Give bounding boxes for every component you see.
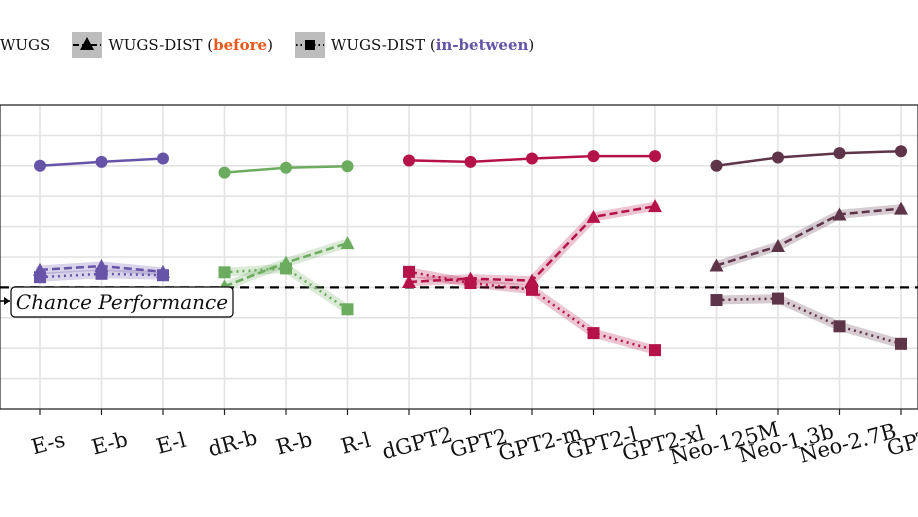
data-point: [833, 320, 846, 333]
data-point: [587, 150, 600, 163]
data-point: [710, 159, 723, 172]
series-dist-between: [403, 265, 661, 357]
data-point: [464, 155, 477, 168]
chance-annotation: Chance Performance: [0, 286, 234, 318]
annotation-box: [10, 286, 234, 318]
legend: WUGS WUGS-DIST (before) WUGS-DIST (in-be…: [0, 30, 544, 60]
data-point: [832, 207, 847, 221]
data-point: [157, 152, 169, 165]
data-point: [464, 277, 477, 290]
data-point: [157, 269, 169, 282]
series-line: [716, 297, 902, 346]
square-marker-icon: [294, 32, 325, 58]
data-point: [772, 292, 784, 305]
confidence-band: [712, 294, 906, 349]
legend-item-wugs: WUGS: [0, 36, 50, 54]
data-point: [710, 294, 723, 307]
data-point: [340, 236, 355, 250]
series-wugs: [218, 160, 354, 179]
data-point: [771, 239, 785, 253]
series: [33, 145, 908, 357]
data-point: [833, 147, 846, 160]
data-point: [586, 209, 601, 223]
legend-item-dist-before: WUGS-DIST (before): [60, 32, 273, 58]
x-tick-label: dR-b: [206, 425, 260, 461]
series-line: [716, 149, 902, 168]
x-tick-label: E-b: [89, 427, 130, 460]
legend-word-between: in-between: [435, 36, 529, 54]
data-point: [280, 161, 292, 174]
data-point: [402, 275, 416, 289]
data-point: [218, 166, 231, 179]
annotation-arrow-head: [4, 297, 10, 305]
series-wugs: [34, 152, 169, 172]
annotation-text: Chance Performance: [16, 290, 228, 314]
x-tick-label: R-b: [274, 427, 315, 460]
data-point: [526, 283, 538, 296]
legend-label-wugs: WUGS: [0, 36, 51, 54]
grid: [0, 104, 918, 410]
triangle-marker-icon: [72, 32, 103, 58]
data-point: [280, 262, 292, 275]
x-tick-label: E-s: [29, 427, 68, 459]
data-point: [34, 271, 46, 284]
data-point: [34, 159, 46, 172]
data-point: [648, 199, 662, 213]
data-point: [341, 303, 354, 316]
series-dist-between: [710, 292, 907, 350]
series-dist-between: [34, 267, 169, 284]
data-point: [895, 337, 907, 350]
series-dist-between: [218, 262, 354, 316]
legend-word-before: before: [213, 36, 268, 54]
data-point: [649, 344, 661, 357]
series-wugs: [710, 145, 907, 172]
data-point: [649, 150, 661, 163]
data-point: [403, 265, 415, 278]
x-tick-label: E-l: [154, 428, 189, 459]
data-point: [218, 266, 231, 279]
series-wugs: [403, 150, 661, 168]
data-point: [895, 145, 907, 158]
data-point: [525, 273, 539, 287]
series-dist-before: [709, 201, 908, 272]
data-point: [95, 155, 108, 168]
series-line: [716, 207, 902, 267]
data-point: [772, 151, 784, 164]
legend-item-dist-between: WUGS-DIST (in-between): [283, 32, 534, 58]
legend-label-dist-between: WUGS-DIST (in-between): [330, 36, 535, 54]
data-point: [587, 327, 600, 340]
x-axis: E-s E-b E-l dR-b R-b R-l dGPT2GPT2GPT2-mGPT2-l…: [29, 409, 918, 469]
data-point: [526, 152, 538, 165]
x-tick-label: R-l: [338, 428, 373, 459]
data-point: [894, 201, 908, 215]
data-point: [95, 267, 108, 280]
data-point: [403, 154, 415, 167]
data-point: [341, 160, 354, 173]
x-tick-label: dGPT2: [379, 422, 454, 464]
plot-frame: [0, 104, 918, 410]
legend-label-dist-before: WUGS-DIST (before): [108, 36, 273, 54]
data-point: [709, 258, 724, 272]
